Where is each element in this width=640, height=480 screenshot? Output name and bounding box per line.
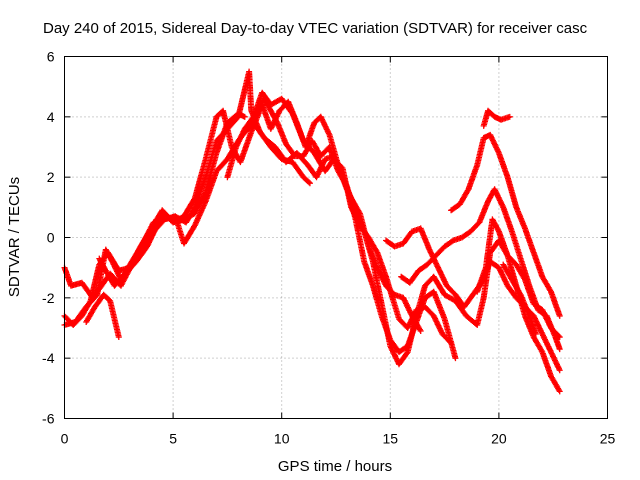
data-marker-track — [480, 107, 513, 129]
y-tick-label: 6 — [47, 49, 55, 65]
series-track-13 — [239, 119, 424, 335]
x-tick-label: 25 — [600, 431, 616, 447]
data-marker-track — [83, 291, 122, 341]
data-marker-track — [96, 110, 248, 289]
y-tick-label: -4 — [42, 350, 55, 366]
x-tick-label: 15 — [383, 431, 399, 447]
x-tick-label: 20 — [491, 431, 507, 447]
x-tick-label: 0 — [61, 431, 69, 447]
data-marker-track — [448, 131, 563, 319]
series-track-4 — [83, 291, 122, 341]
x-axis-label: GPS time / hours — [278, 458, 392, 475]
data-marker-track — [239, 119, 424, 335]
data-marker-track — [398, 186, 563, 353]
y-tick-label: -6 — [42, 411, 55, 427]
y-tick-label: 4 — [47, 109, 55, 125]
series-track-5 — [96, 110, 248, 289]
series-track-12 — [500, 261, 539, 338]
data-marker-track — [500, 261, 539, 338]
y-axis-label: SDTVAR / TECUs — [6, 177, 23, 297]
axis-ticks: 0 5 10 15 20 25 -6 -4 -2 0 2 4 6 — [42, 49, 615, 447]
series-track-9 — [448, 131, 563, 319]
x-tick-label: 5 — [169, 431, 177, 447]
y-tick-label: 0 — [47, 230, 55, 246]
series-track-8 — [398, 186, 563, 353]
series-track-10 — [480, 107, 513, 129]
x-tick-label: 10 — [274, 431, 290, 447]
y-tick-label: 2 — [47, 169, 55, 185]
data-layer — [61, 68, 563, 395]
chart-title: Day 240 of 2015, Sidereal Day-to-day VTE… — [43, 20, 588, 37]
y-tick-label: -2 — [42, 290, 55, 306]
